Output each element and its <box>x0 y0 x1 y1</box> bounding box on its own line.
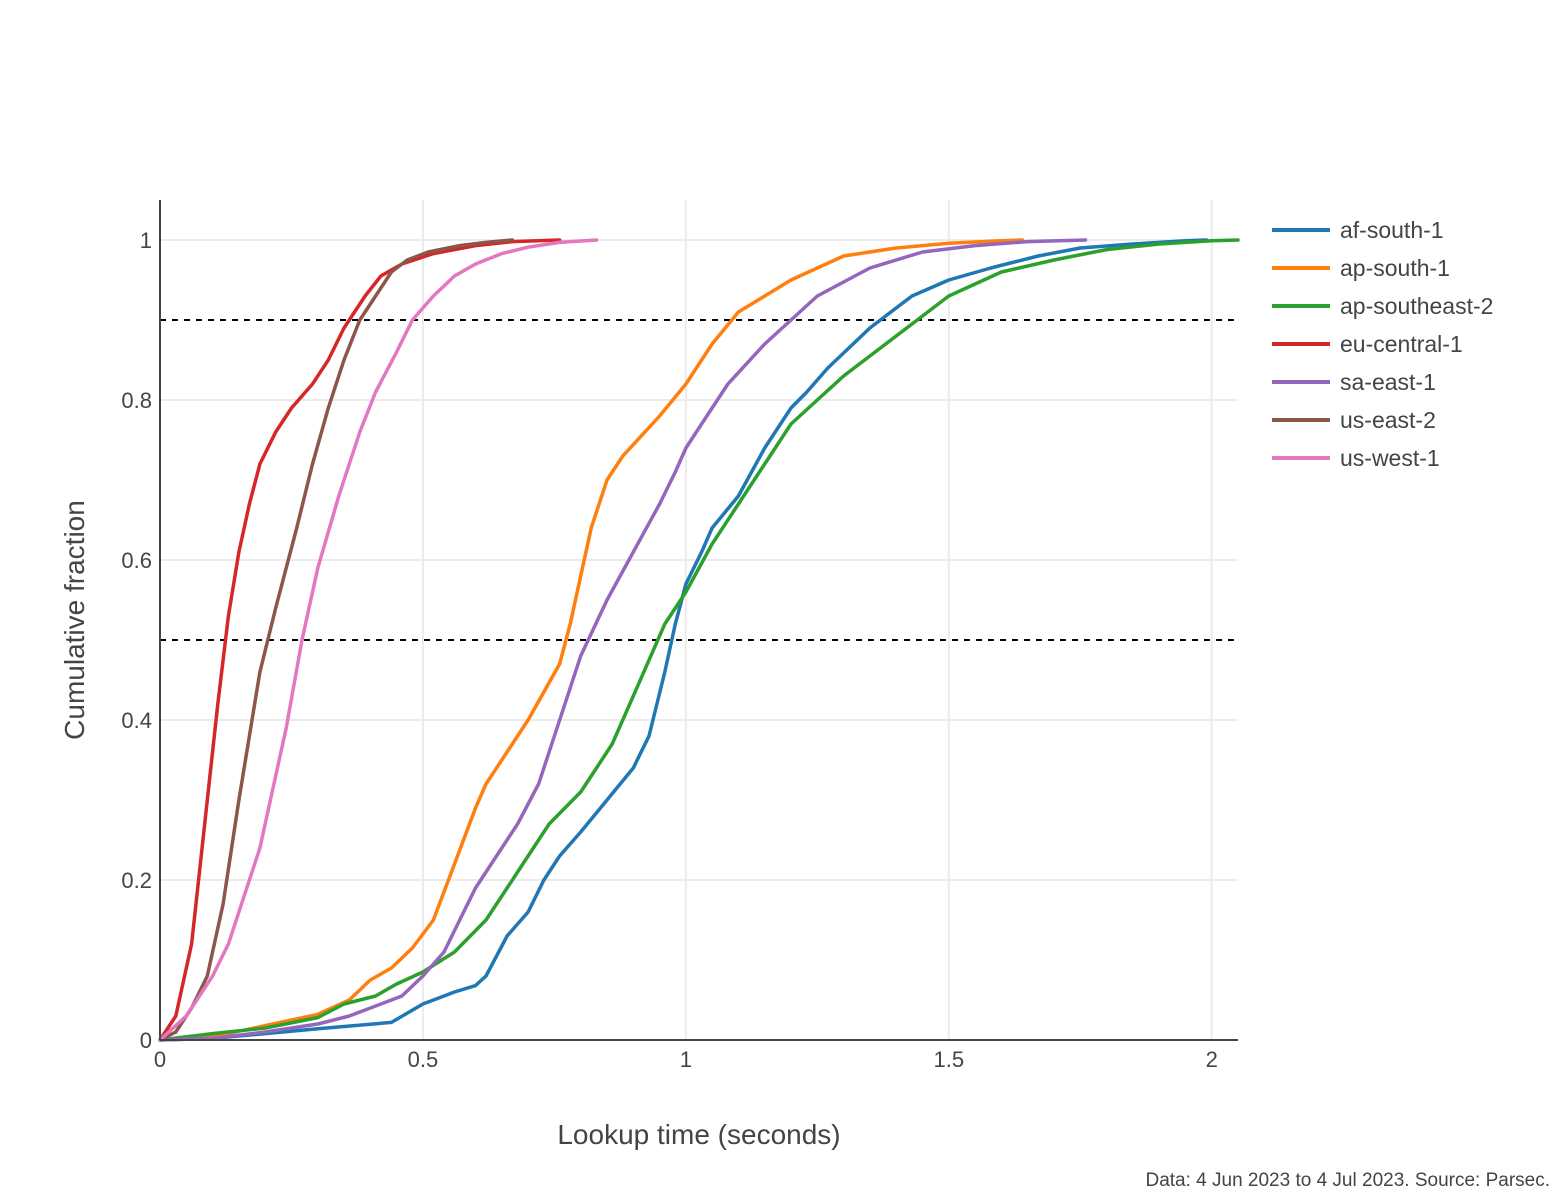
series-line-af-south-1 <box>158 238 1209 1042</box>
legend-label-us-west-1: us-west-1 <box>1340 445 1440 471</box>
y-axis-title: Cumulative fraction <box>59 500 90 740</box>
legend-label-ap-south-1: ap-south-1 <box>1340 255 1450 281</box>
legend-label-eu-central-1: eu-central-1 <box>1340 331 1463 357</box>
series-line-us-east-2 <box>158 238 515 1042</box>
legend-label-af-south-1: af-south-1 <box>1340 217 1444 243</box>
series-line-ap-southeast-2 <box>158 238 1240 1042</box>
x-tick-label: 2 <box>1206 1047 1218 1072</box>
y-tick-label: 0.4 <box>121 708 152 733</box>
series-line-eu-central-1 <box>158 238 562 1042</box>
legend: af-south-1 ap-south-1 ap-southeast-2 eu-cen… <box>1272 217 1493 471</box>
legend-label-ap-southeast-2: ap-southeast-2 <box>1340 293 1493 319</box>
x-tick-labels: 0 0.5 1 1.5 2 <box>154 1047 1218 1072</box>
y-tick-label: 1 <box>140 228 152 253</box>
y-tick-label: 0.8 <box>121 388 152 413</box>
x-tick-label: 0.5 <box>408 1047 439 1072</box>
axes <box>159 200 1238 1041</box>
x-tick-label: 1 <box>680 1047 692 1072</box>
series-line-ap-south-1 <box>158 238 1025 1042</box>
y-tick-label: 0.2 <box>121 868 152 893</box>
legend-label-sa-east-1: sa-east-1 <box>1340 369 1436 395</box>
series-lines <box>158 238 1240 1042</box>
series-line-sa-east-1 <box>158 238 1088 1042</box>
y-tick-label: 0.6 <box>121 548 152 573</box>
source-note: Data: 4 Jun 2023 to 4 Jul 2023. Source: … <box>1145 1170 1550 1191</box>
x-axis-title: Lookup time (seconds) <box>557 1119 840 1150</box>
x-tick-label: 1.5 <box>933 1047 964 1072</box>
y-tick-labels: 0 0.2 0.4 0.6 0.8 1 <box>121 228 152 1053</box>
grid-lines <box>160 200 1238 1040</box>
series-line-us-west-1 <box>158 238 599 1042</box>
x-tick-label: 0 <box>154 1047 166 1072</box>
legend-label-us-east-2: us-east-2 <box>1340 407 1436 433</box>
y-tick-label: 0 <box>140 1028 152 1053</box>
